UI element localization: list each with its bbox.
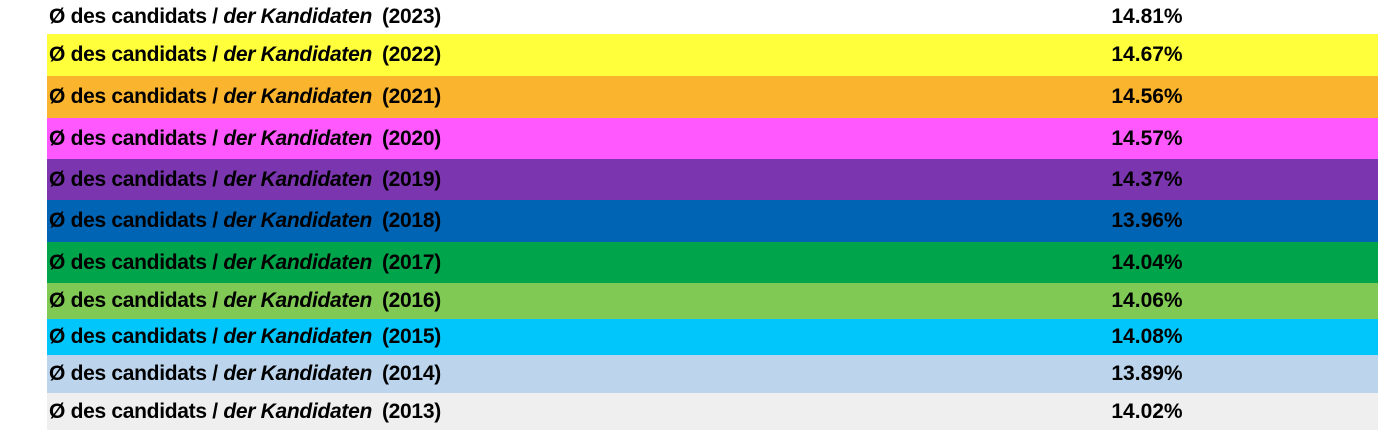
row-value: 14.37% <box>1111 167 1183 191</box>
label-year: (2014) <box>381 362 441 385</box>
label-italic: der Kandidaten <box>223 43 372 66</box>
label-prefix: Ø des candidats / <box>49 43 224 66</box>
label-prefix: Ø des candidats / <box>49 325 224 348</box>
row-value: 14.02% <box>1111 399 1183 423</box>
label-prefix: Ø des candidats / <box>49 399 224 423</box>
table-row: Ø des candidats / der Kandidaten (2021) 14… <box>47 76 1378 118</box>
label-italic: der Kandidaten <box>223 5 372 28</box>
averages-table: Ø des candidats / der Kandidaten (2023) 14… <box>47 0 1378 430</box>
table-row: Ø des candidats / der Kandidaten (2015) 14… <box>47 319 1378 355</box>
row-value: 13.96% <box>1111 209 1183 232</box>
label-italic: der Kandidaten <box>223 250 372 274</box>
row-label: Ø des candidats / der Kandidaten (2013) <box>49 400 441 424</box>
row-label: Ø des candidats / der Kandidaten (2020) <box>49 127 441 151</box>
table-row: Ø des candidats / der Kandidaten (2017) 14… <box>47 242 1378 283</box>
label-italic: der Kandidaten <box>223 325 372 348</box>
row-label: Ø des candidats / der Kandidaten (2023) <box>49 5 441 29</box>
label-prefix: Ø des candidats / <box>49 209 224 232</box>
row-value: 14.06% <box>1111 289 1183 312</box>
row-label: Ø des candidats / der Kandidaten (2021) <box>49 85 441 109</box>
table-row: Ø des candidats / der Kandidaten (2022) 14… <box>47 34 1378 76</box>
label-prefix: Ø des candidats / <box>49 250 224 274</box>
label-year: (2017) <box>381 250 441 274</box>
label-prefix: Ø des candidats / <box>49 362 224 385</box>
row-value: 14.56% <box>1111 85 1183 108</box>
row-label: Ø des candidats / der Kandidaten (2019) <box>49 168 441 192</box>
row-value: 14.57% <box>1111 126 1183 150</box>
label-year: (2020) <box>381 126 441 150</box>
row-label: Ø des candidats / der Kandidaten (2015) <box>49 325 441 349</box>
row-label: Ø des candidats / der Kandidaten (2016) <box>49 289 441 313</box>
row-value: 13.89% <box>1111 362 1183 385</box>
label-prefix: Ø des candidats / <box>49 5 224 28</box>
table-row: Ø des candidats / der Kandidaten (2016) 14… <box>47 283 1378 319</box>
label-prefix: Ø des candidats / <box>49 289 224 312</box>
table-row: Ø des candidats / der Kandidaten (2013) 14… <box>47 393 1378 430</box>
table-row: Ø des candidats / der Kandidaten (2018) 13… <box>47 200 1378 242</box>
label-year: (2016) <box>381 289 441 312</box>
row-value: 14.04% <box>1111 250 1183 274</box>
label-year: (2018) <box>381 209 441 232</box>
table-row: Ø des candidats / der Kandidaten (2023) 14… <box>47 0 1378 34</box>
label-year: (2013) <box>381 399 441 423</box>
label-italic: der Kandidaten <box>223 85 372 108</box>
label-italic: der Kandidaten <box>223 167 372 191</box>
row-value: 14.67% <box>1111 43 1183 66</box>
label-year: (2021) <box>381 85 441 108</box>
row-label: Ø des candidats / der Kandidaten (2018) <box>49 209 441 233</box>
label-prefix: Ø des candidats / <box>49 85 224 108</box>
label-italic: der Kandidaten <box>223 126 372 150</box>
label-year: (2019) <box>381 167 441 191</box>
row-value: 14.81% <box>1111 5 1183 28</box>
table-row: Ø des candidats / der Kandidaten (2020) 14… <box>47 118 1378 159</box>
label-italic: der Kandidaten <box>223 362 372 385</box>
row-label: Ø des candidats / der Kandidaten (2014) <box>49 362 441 386</box>
table-row: Ø des candidats / der Kandidaten (2014) 13… <box>47 355 1378 393</box>
label-prefix: Ø des candidats / <box>49 167 224 191</box>
label-italic: der Kandidaten <box>223 209 372 232</box>
label-prefix: Ø des candidats / <box>49 126 224 150</box>
label-year: (2015) <box>381 325 441 348</box>
row-value: 14.08% <box>1111 325 1183 348</box>
label-italic: der Kandidaten <box>223 289 372 312</box>
label-italic: der Kandidaten <box>223 399 372 423</box>
row-label: Ø des candidats / der Kandidaten (2017) <box>49 251 441 275</box>
row-label: Ø des candidats / der Kandidaten (2022) <box>49 43 441 67</box>
label-year: (2022) <box>381 43 441 66</box>
label-year: (2023) <box>381 5 441 28</box>
table-row: Ø des candidats / der Kandidaten (2019) 14… <box>47 159 1378 200</box>
